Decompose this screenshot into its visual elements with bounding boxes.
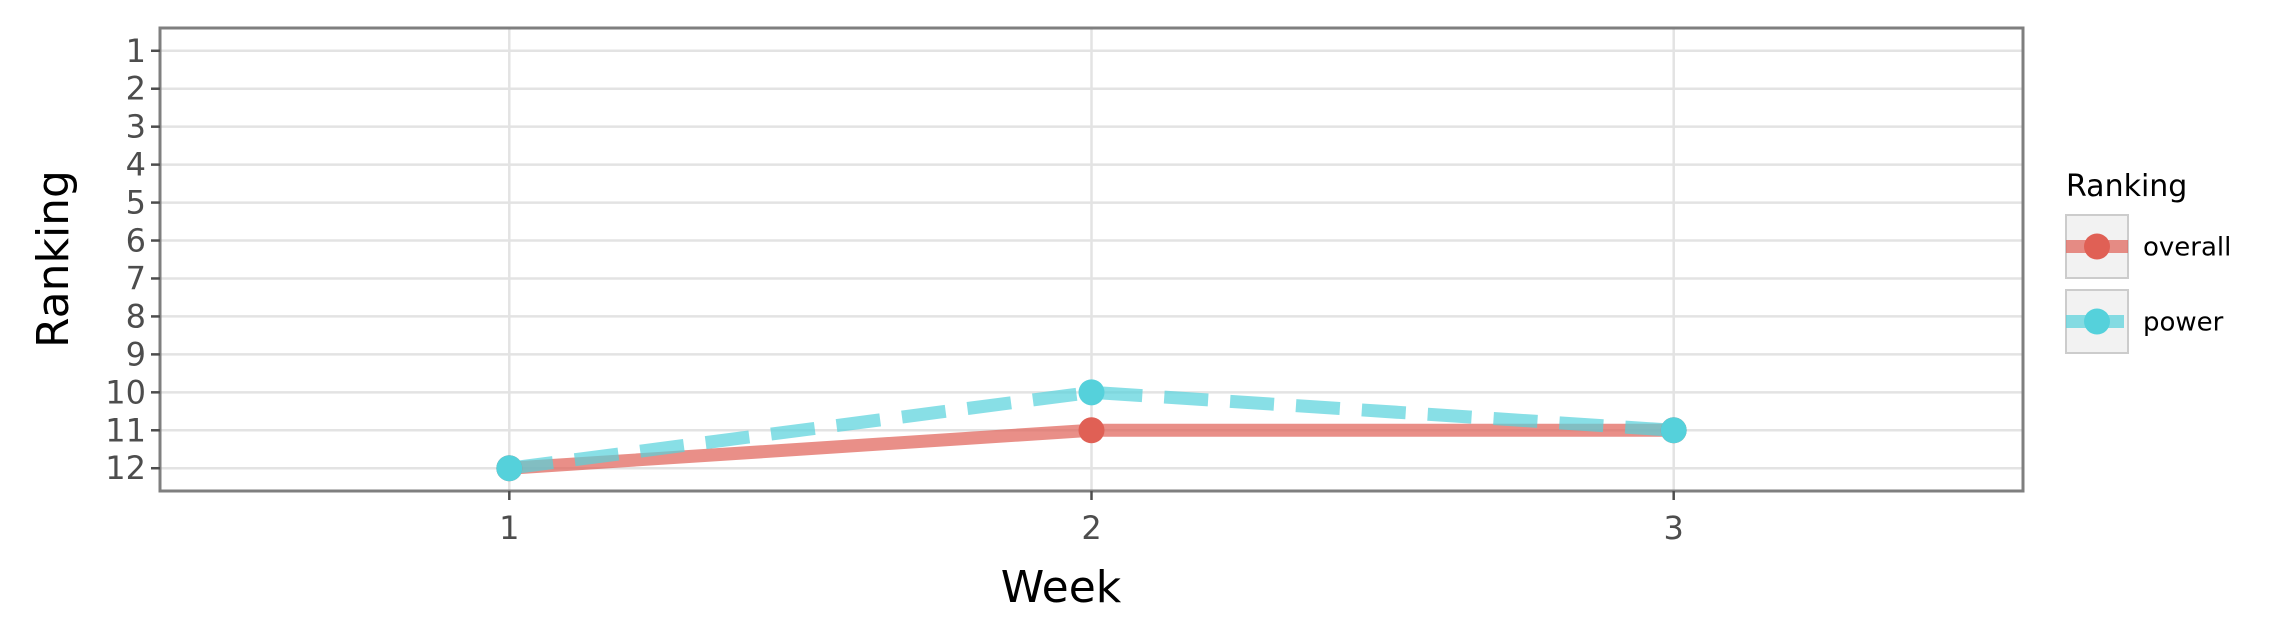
- legend-label: overall: [2143, 233, 2231, 263]
- y-tick-label: 10: [105, 373, 146, 411]
- y-tick-label: 12: [105, 449, 146, 487]
- legend-item-power: power: [2065, 289, 2224, 354]
- x-gridlines: [508, 28, 1675, 491]
- x-axis-ticks: 1 2 3: [499, 491, 1684, 547]
- y-tick-label: 6: [126, 222, 146, 260]
- legend-item-overall: overall: [2065, 214, 2231, 279]
- legend-key-point: [2084, 233, 2110, 260]
- y-tick-label: 7: [126, 259, 146, 297]
- y-tick-label: 8: [126, 297, 146, 335]
- legend: Ranking overall power: [2065, 169, 2231, 354]
- x-tick-label: 2: [1081, 509, 1101, 547]
- y-tick-label: 4: [126, 146, 146, 184]
- y-tick-label: 11: [105, 411, 146, 449]
- y-tick-label: 9: [126, 335, 146, 373]
- legend-label: power: [2143, 308, 2224, 338]
- data-point-power: [1660, 417, 1687, 444]
- legend-key-point: [2084, 308, 2110, 335]
- legend-title: Ranking: [2066, 169, 2187, 204]
- y-tick-label: 3: [126, 108, 146, 146]
- y-tick-label: 2: [126, 70, 146, 108]
- x-tick-label: 3: [1664, 509, 1684, 547]
- x-tick-label: 1: [499, 509, 519, 547]
- series-points: [496, 379, 1687, 482]
- data-point-power: [1078, 379, 1105, 406]
- y-tick-label: 1: [126, 32, 146, 70]
- data-point-overall: [1078, 417, 1105, 444]
- data-point-power: [496, 455, 523, 482]
- y-axis-title: Ranking: [28, 170, 79, 348]
- x-axis-title: Week: [1001, 562, 1122, 613]
- y-tick-label: 5: [126, 184, 146, 222]
